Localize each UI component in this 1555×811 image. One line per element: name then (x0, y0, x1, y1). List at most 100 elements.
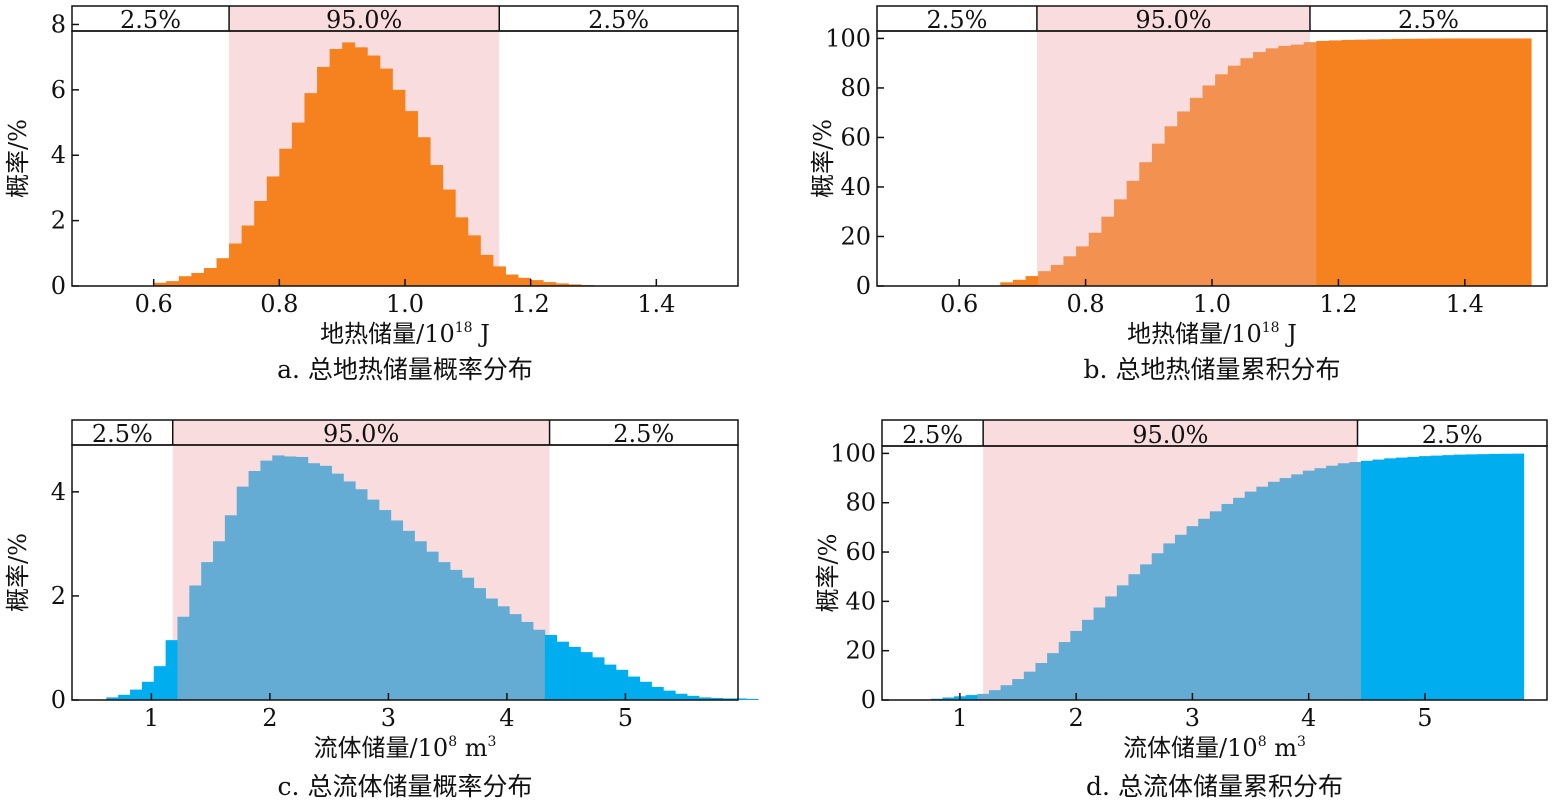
interval-label-middle: 95.0% (326, 6, 402, 34)
histogram-bar (1392, 38, 1406, 286)
histogram-bar (1417, 38, 1431, 286)
histogram-bar (1500, 453, 1513, 700)
y-tick-label: 2 (51, 582, 66, 610)
y-tick-label: 4 (51, 141, 66, 169)
x-axis-label-unit: m (457, 734, 488, 762)
plot-frame (71, 444, 739, 701)
y-tick-label: 60 (845, 538, 876, 566)
histogram-bar (392, 89, 406, 286)
histogram-bar (1151, 553, 1164, 700)
y-tick-label: 60 (840, 123, 871, 151)
histogram-bar (1316, 40, 1330, 287)
x-axis-label-exponent: 18 (455, 320, 473, 336)
histogram-bar (1518, 38, 1532, 286)
histogram-bar (746, 698, 759, 700)
histogram-bar (1455, 38, 1469, 286)
histogram-bar (254, 201, 268, 286)
y-tick-label: 20 (840, 222, 871, 250)
histogram-bar (166, 281, 180, 286)
histogram-bar (106, 697, 119, 700)
histogram-bar (1291, 44, 1305, 287)
histogram-bar (580, 652, 593, 700)
y-tick-label: 0 (51, 686, 66, 714)
histogram-bar (1025, 276, 1039, 286)
histogram-bar (1101, 216, 1115, 286)
histogram-bar (556, 641, 569, 700)
x-tick-label: 1.2 (1319, 290, 1357, 318)
histogram-bar (1058, 642, 1071, 700)
histogram-bar (224, 515, 238, 700)
histogram-bar (367, 499, 380, 700)
histogram-bar (229, 243, 243, 286)
x-axis-label-text: 流体储量/10 (314, 734, 449, 762)
histogram-bar (178, 276, 192, 286)
histogram-bar (1302, 470, 1315, 700)
histogram-bar (492, 266, 506, 286)
histogram-bar (329, 48, 343, 286)
histogram-bar (1442, 455, 1455, 700)
histogram-bar (1505, 38, 1519, 286)
histogram-bar (1326, 465, 1339, 700)
chart-caption: c. 总流体储量概率分布 (278, 772, 533, 801)
histogram-bar (1163, 543, 1176, 700)
histogram-bar (1480, 38, 1494, 286)
histogram-bar (1265, 48, 1279, 287)
histogram-bar (203, 268, 217, 286)
histogram-bar (1063, 256, 1077, 286)
histogram-bar (1076, 246, 1090, 286)
histogram-bar (1354, 39, 1368, 287)
y-tick-label: 40 (845, 587, 876, 615)
histogram-bar (518, 277, 532, 286)
x-axis-label-text: 地热储量/10 (1127, 320, 1262, 348)
histogram-bar (1395, 457, 1408, 700)
x-tick-label: 2 (1069, 704, 1084, 732)
x-axis-label-text: 流体储量/10 (1123, 734, 1258, 762)
chart-a: 2.5% 95.0% 2.5% 0 2 4 6 8 0.6 0.8 1.0 1.2 1.4 概率/% 地热储… (4, 5, 739, 384)
histogram-bar (1116, 585, 1129, 700)
histogram-bar (1088, 232, 1102, 286)
histogram-bar (1023, 671, 1036, 700)
x-tick-label: 2 (262, 704, 277, 732)
histogram-bar (1360, 460, 1374, 700)
histogram-bar (485, 598, 498, 700)
histogram-bar (1379, 39, 1393, 286)
histogram-bar (455, 217, 469, 286)
histogram-bar (698, 697, 712, 700)
x-tick-label: 3 (1185, 704, 1200, 732)
histogram-bar (675, 693, 688, 700)
histogram-bar (1128, 574, 1141, 700)
histogram-bar (509, 614, 522, 700)
histogram-bar (1267, 481, 1281, 700)
y-tick-label: 6 (51, 76, 66, 104)
interval-label-left: 2.5% (120, 6, 181, 34)
histogram-bar (1407, 456, 1420, 700)
y-tick-label: 8 (51, 10, 66, 38)
histogram-bar (1177, 111, 1191, 286)
interval-label-middle: 95.0% (1135, 6, 1211, 34)
histogram-bar (1430, 455, 1443, 700)
histogram-bar (279, 148, 293, 286)
histogram-bar (1070, 630, 1083, 700)
histogram-bar (1366, 39, 1380, 286)
histogram-bar (543, 282, 557, 286)
histogram-bar (1000, 685, 1013, 700)
histogram-bar (1174, 534, 1187, 700)
histogram-bar (307, 463, 321, 700)
histogram-bar (1209, 511, 1222, 700)
y-tick-label: 80 (845, 489, 876, 517)
histogram-bar (450, 569, 463, 700)
histogram-bar (1093, 607, 1106, 700)
x-axis-label-exponent: 18 (1262, 320, 1280, 336)
histogram-bar (426, 551, 439, 700)
y-axis-label: 概率/% (4, 533, 32, 612)
histogram-bar (521, 621, 534, 700)
histogram-bar (1105, 596, 1118, 700)
histogram-bar (414, 541, 427, 700)
histogram-bar (331, 473, 344, 700)
x-axis-label-unit: J (473, 320, 490, 348)
histogram-bar (1126, 180, 1140, 286)
histogram-bar (317, 66, 331, 286)
x-axis-label-text: 地热储量/10 (320, 320, 455, 348)
histogram-bar (1384, 458, 1397, 700)
histogram-bar (1465, 454, 1478, 700)
